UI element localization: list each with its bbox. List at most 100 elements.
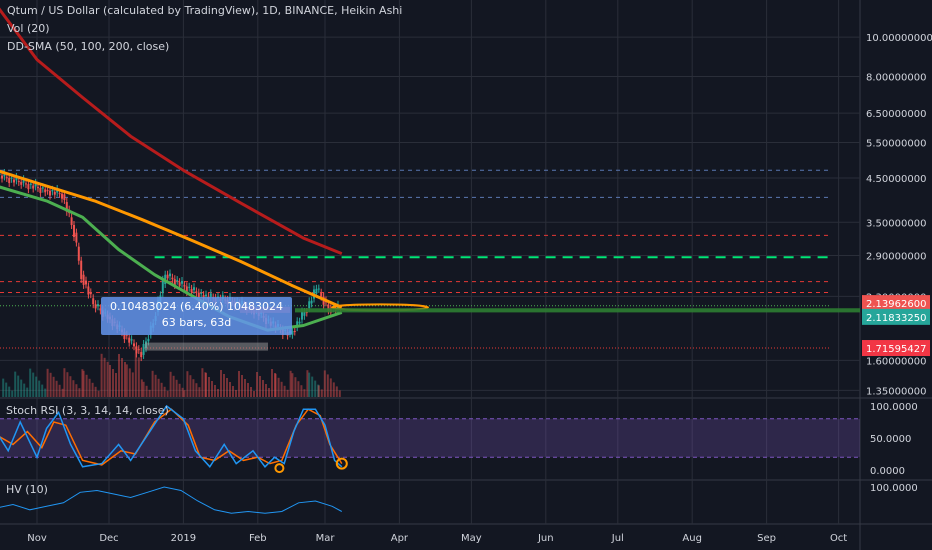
price-tick-label: 4.50000000: [866, 174, 926, 185]
measure-tooltip: 0.10483024 (6.40%) 10483024 63 bars, 63d: [101, 297, 292, 335]
price-badge: [862, 308, 930, 325]
candle-body: [37, 187, 39, 189]
ddsma-legend[interactable]: DD-SMA (50, 100, 200, close): [7, 40, 170, 53]
volume-bar: [17, 375, 20, 397]
candle-body: [197, 292, 200, 299]
volume-bar: [300, 385, 303, 397]
candle-body: [137, 349, 140, 351]
volume-bar: [277, 377, 280, 397]
symbol-title[interactable]: Qtum / US Dollar (calculated by TradingV…: [7, 4, 403, 17]
stoch-tick-label: 100.0000: [870, 402, 918, 413]
hv-legend[interactable]: HV (10): [6, 483, 48, 496]
volume-bar: [160, 382, 163, 397]
volume-bar: [320, 389, 323, 397]
volume-bar: [291, 373, 294, 397]
volume-bar: [204, 372, 207, 397]
volume-bar: [32, 372, 35, 397]
measure-range: [145, 342, 268, 351]
candle-body: [41, 187, 44, 189]
volume-bar: [217, 389, 219, 397]
time-tick-label: Feb: [249, 533, 267, 544]
volume-bar: [238, 371, 240, 397]
candle-body: [63, 194, 66, 200]
candle-body: [94, 304, 97, 309]
volume-bar: [69, 376, 72, 397]
candle-body: [20, 181, 23, 185]
volume-bar: [8, 386, 11, 397]
volume-bar: [183, 390, 186, 397]
candle-body: [140, 352, 143, 358]
time-tick-label: Apr: [391, 533, 409, 544]
volume-bar: [106, 361, 109, 397]
volume-bar: [125, 364, 128, 397]
volume-bar: [172, 375, 175, 397]
candle-body: [178, 282, 181, 286]
volume-legend[interactable]: Vol (20): [7, 22, 50, 35]
volume-bar: [229, 382, 231, 397]
candle-body: [171, 277, 174, 280]
volume-bar: [244, 379, 246, 397]
candle-body: [166, 274, 169, 279]
candle-body: [320, 292, 323, 297]
volume-bar: [332, 382, 335, 397]
candle-body: [317, 288, 320, 290]
volume-bar: [205, 373, 207, 397]
candle-body: [87, 286, 90, 295]
measure-change: 0.10483024 (6.40%) 10483024: [110, 300, 283, 313]
volume-bar: [192, 379, 195, 397]
volume-bar: [294, 377, 297, 397]
volume-bar: [211, 381, 213, 397]
candle-body: [308, 301, 311, 309]
volume-bar: [311, 376, 314, 397]
sma200-line: [0, 7, 343, 255]
price-tick-label: 6.50000000: [866, 109, 926, 120]
volume-bar: [85, 374, 88, 397]
volume-bar: [66, 372, 69, 397]
volume-bar: [232, 386, 234, 397]
volume-bar: [241, 375, 243, 397]
candle-body: [181, 281, 183, 284]
candle-body: [200, 293, 203, 295]
volume-bar: [41, 384, 44, 397]
candle-body: [185, 286, 188, 292]
candle-body: [169, 273, 171, 277]
price-tick-label: 10.00000000: [866, 33, 932, 44]
price-badge-label: 1.71595427: [866, 344, 926, 355]
volume-bar: [5, 382, 8, 397]
volume-bar: [61, 388, 64, 397]
candle-body: [29, 183, 32, 185]
volume-bar: [134, 353, 137, 397]
candle-body: [80, 260, 83, 280]
volume-bar: [140, 379, 143, 397]
candle-body: [202, 295, 205, 299]
volume-bar: [72, 380, 75, 397]
candle-body: [293, 330, 296, 332]
volume-bar: [308, 372, 311, 397]
candle-body: [128, 337, 131, 343]
candle-body: [61, 193, 63, 199]
candle-body: [25, 183, 27, 185]
volume-bar: [137, 357, 140, 397]
time-tick-label: Aug: [682, 533, 702, 544]
volume-bar: [35, 376, 38, 397]
price-badge: [862, 295, 930, 312]
volume-bar: [329, 378, 332, 397]
candle-body: [176, 280, 179, 282]
volume-bar: [112, 369, 114, 397]
candle-body: [49, 190, 51, 196]
volume-bar: [100, 353, 103, 397]
candle-body: [125, 334, 128, 336]
candle-body: [70, 217, 73, 226]
time-tick-label: Nov: [27, 533, 47, 544]
volume-bar: [38, 380, 41, 397]
volume-bar: [52, 376, 55, 397]
volume-bar: [256, 372, 258, 397]
volume-bar: [195, 383, 198, 397]
time-tick-label: Oct: [830, 533, 847, 544]
candle-body: [82, 274, 85, 285]
volume-bar: [44, 388, 47, 397]
volume-bar: [11, 390, 14, 397]
stoch-rsi-legend[interactable]: Stoch RSI (3, 3, 14, 14, close): [6, 404, 169, 417]
candle-body: [10, 177, 13, 179]
